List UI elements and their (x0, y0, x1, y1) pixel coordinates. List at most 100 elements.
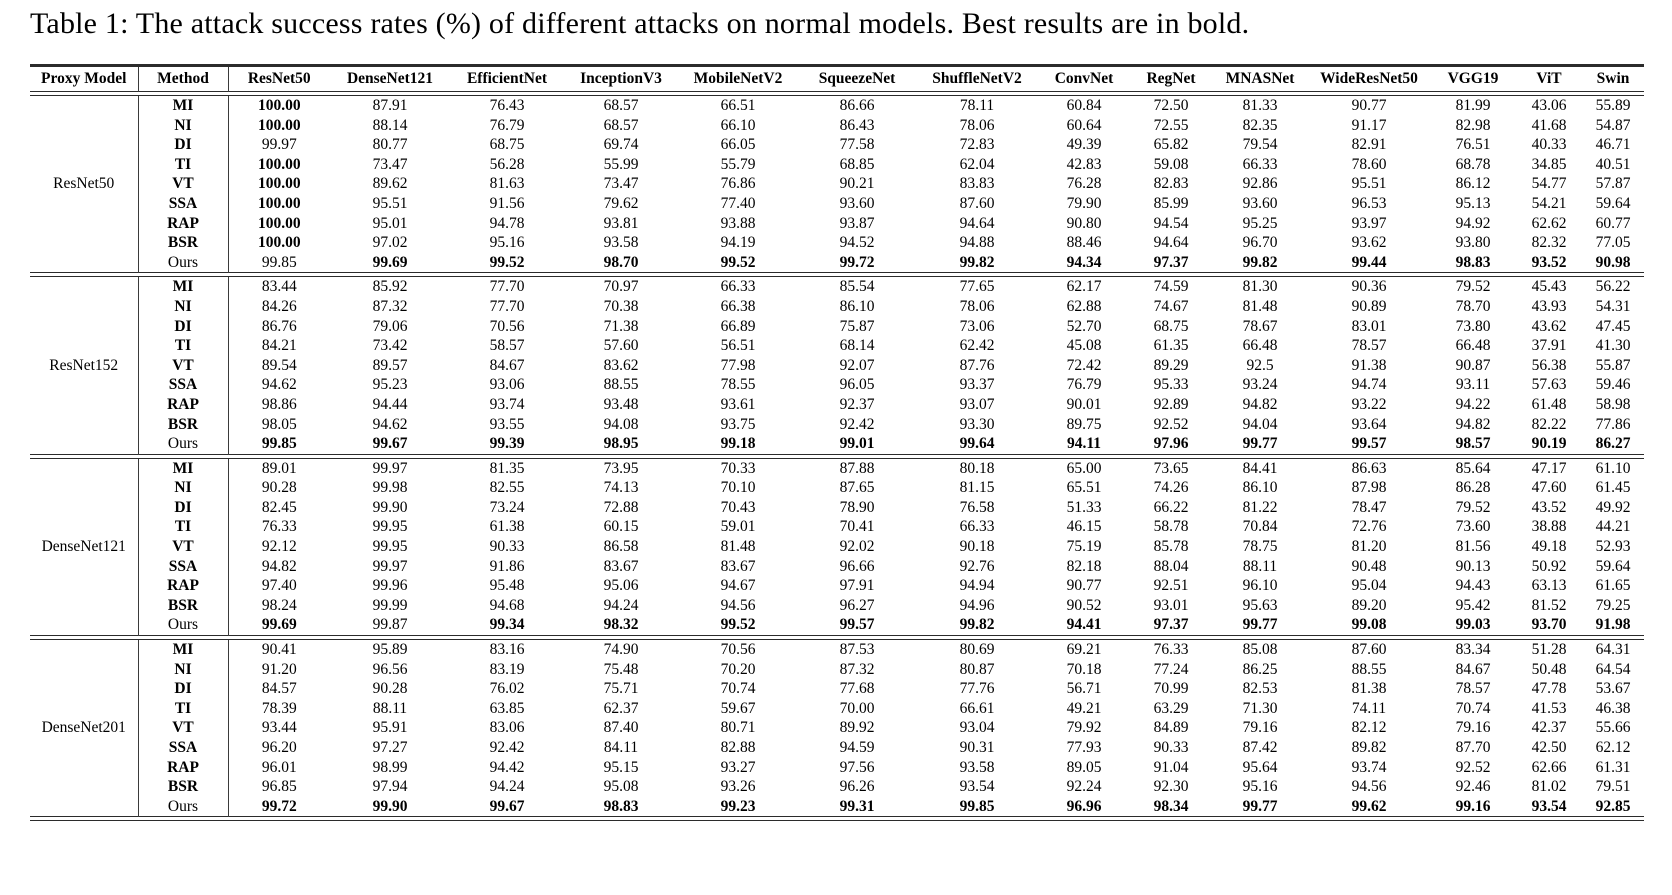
cell-value: 100.00 (257, 194, 301, 212)
cell-value: 62.62 (1531, 214, 1567, 232)
cell-value: 94.74 (1351, 376, 1387, 394)
cell-value: 49.21 (1066, 699, 1102, 717)
cell-value: 89.20 (1351, 596, 1387, 614)
cell-value: 34.85 (1531, 155, 1567, 173)
column-header: ShuffleNetV2 (932, 70, 1022, 87)
cell-value: 88.14 (372, 116, 408, 134)
method-label: DI (138, 316, 229, 337)
cell-value: 46.15 (1066, 518, 1102, 536)
cell-value: 77.98 (720, 356, 756, 374)
cell-value: 88.11 (372, 699, 408, 717)
cell-value: 59.46 (1595, 376, 1631, 394)
cell-value: 94.92 (1455, 214, 1491, 232)
table-row: TI 84.21 73.42 58.57 57.60 56.51 68.14 62.42 45.… (30, 336, 1644, 356)
proxy-model-label: ResNet152 (30, 276, 139, 455)
method-label: SSA (138, 556, 229, 577)
cell-value: 91.20 (261, 660, 297, 678)
cell-value: 86.28 (1455, 479, 1491, 497)
cell-value: 73.06 (959, 317, 995, 335)
cell-value: 94.67 (720, 577, 756, 595)
method-label: NI (138, 296, 229, 317)
cell-value: 87.32 (839, 660, 875, 678)
cell-value: 81.33 (1242, 97, 1278, 114)
cell-value: 86.12 (1455, 175, 1491, 193)
cell-value: 83.67 (720, 557, 756, 575)
cell-value: 99.67 (372, 435, 408, 453)
cell-value: 99.99 (372, 596, 408, 614)
cell-value: 58.78 (1153, 518, 1189, 536)
cell-value: 65.51 (1066, 479, 1102, 497)
cell-value: 94.64 (1153, 234, 1189, 252)
cell-value: 72.42 (1066, 356, 1102, 374)
cell-value: 90.41 (261, 641, 297, 659)
cell-value: 93.88 (720, 214, 756, 232)
cell-value: 99.57 (839, 616, 875, 634)
table-row: ResNet50 MI 100.00 87.91 76.43 68.57 66.51 86.6… (30, 95, 1644, 273)
cell-value: 90.33 (1153, 739, 1189, 756)
cell-value: 99.85 (261, 253, 297, 271)
cell-value: 95.51 (372, 194, 408, 212)
cell-value: 88.11 (1242, 557, 1278, 575)
cell-value: 99.77 (1242, 616, 1278, 634)
cell-value: 89.54 (261, 356, 297, 374)
cell-value: 87.98 (1351, 479, 1387, 497)
cell-value: 82.22 (1531, 415, 1567, 433)
cell-value: 81.52 (1531, 596, 1567, 614)
method-label: Ours (138, 796, 229, 817)
cell-value: 93.24 (1242, 376, 1278, 394)
cell-value: 72.55 (1153, 116, 1189, 134)
table-row: Ours 99.69 99.87 99.34 98.32 99.52 99.57 99.82 9… (30, 615, 1644, 636)
cell-value: 73.47 (603, 175, 639, 193)
proxy-block-densenet201: DenseNet201 MI 90.41 95.89 83.16 74.90 70.56 87… (30, 639, 1644, 817)
cell-value: 92.51 (1153, 577, 1189, 595)
cell-value: 75.19 (1066, 538, 1102, 556)
table-row: VT 92.12 99.95 90.33 86.58 81.48 92.02 90.18 75.… (30, 537, 1644, 557)
cell-value: 78.90 (839, 498, 875, 516)
cell-value: 54.77 (1531, 175, 1567, 193)
cell-value: 57.60 (603, 337, 639, 355)
cell-value: 74.59 (1153, 278, 1189, 296)
cell-value: 81.02 (1531, 778, 1567, 796)
cell-value: 92.52 (1153, 415, 1189, 433)
cell-value: 93.30 (959, 415, 995, 433)
cell-value: 85.64 (1455, 459, 1491, 477)
table-row: NI 100.00 88.14 76.79 68.57 66.10 86.43 78.06 60… (30, 115, 1644, 136)
cell-value: 93.58 (603, 234, 639, 252)
cell-value: 98.34 (1153, 797, 1189, 815)
cell-value: 92.42 (839, 415, 875, 433)
cell-value: 81.48 (1242, 297, 1278, 315)
cell-value: 93.74 (489, 395, 525, 413)
cell-value: 78.75 (1242, 538, 1278, 556)
cell-value: 94.19 (720, 234, 756, 252)
rule-double (30, 816, 1644, 822)
cell-value: 61.10 (1595, 459, 1631, 477)
cell-value: 83.83 (959, 175, 995, 193)
cell-value: 70.99 (1153, 680, 1189, 698)
cell-value: 50.48 (1531, 660, 1567, 678)
cell-value: 84.89 (1153, 719, 1189, 737)
column-header: Swin (1596, 70, 1630, 87)
cell-value: 93.54 (1531, 797, 1567, 815)
cell-value: 87.91 (372, 97, 408, 114)
cell-value: 92.52 (1455, 758, 1491, 776)
cell-value: 93.74 (1351, 758, 1387, 776)
cell-value: 93.48 (603, 395, 639, 413)
cell-value: 99.52 (489, 253, 525, 271)
cell-value: 99.97 (372, 557, 408, 575)
cell-value: 68.14 (839, 337, 875, 355)
cell-value: 97.94 (372, 778, 408, 796)
cell-value: 66.33 (1242, 155, 1278, 173)
cell-value: 81.56 (1455, 538, 1491, 556)
cell-value: 71.30 (1242, 699, 1278, 717)
cell-value: 81.63 (489, 175, 525, 193)
cell-value: 77.40 (720, 194, 756, 212)
cell-value: 99.90 (372, 797, 408, 815)
cell-value: 66.61 (959, 699, 995, 717)
cell-value: 98.32 (603, 616, 639, 634)
cell-value: 79.52 (1455, 498, 1491, 516)
cell-value: 100.00 (257, 116, 301, 134)
cell-value: 93.01 (1153, 596, 1189, 614)
cell-value: 69.21 (1066, 641, 1102, 659)
cell-value: 88.46 (1066, 234, 1102, 252)
